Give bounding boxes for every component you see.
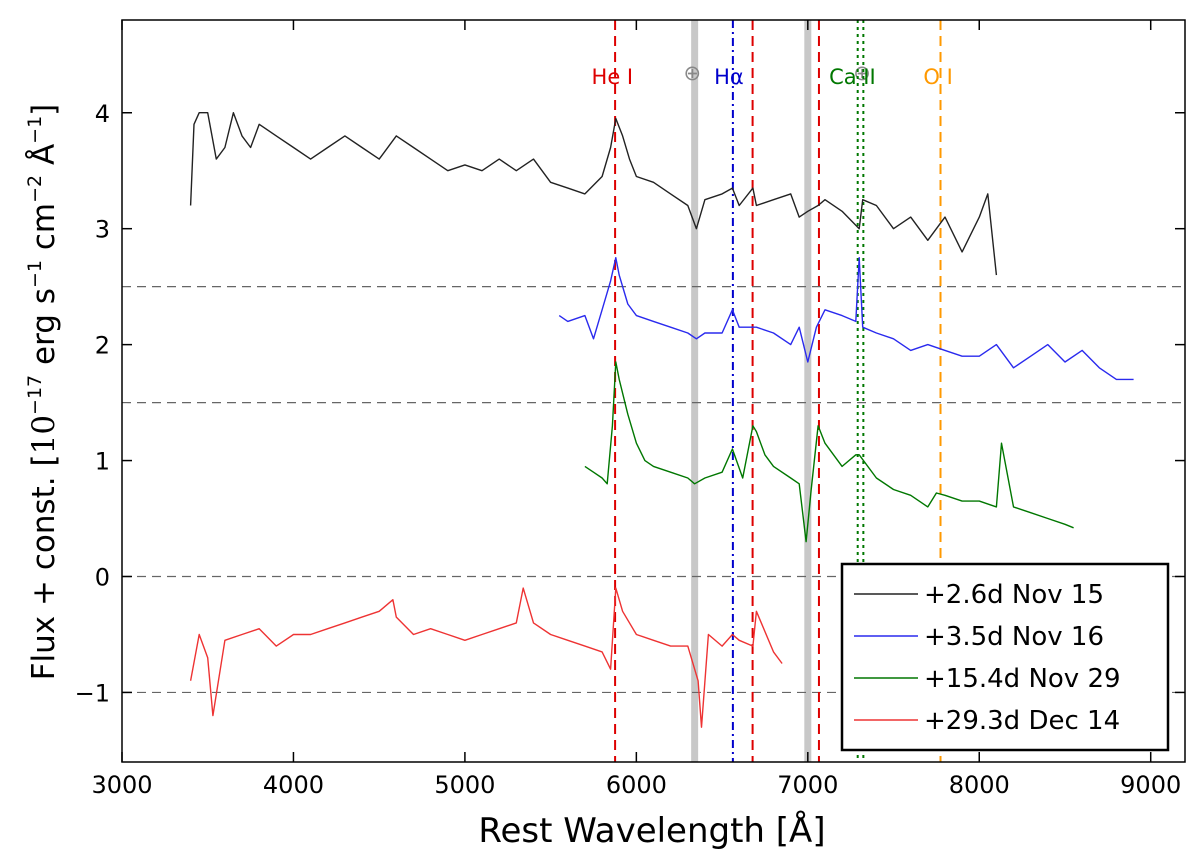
y-tick-label-4: 3 (95, 216, 110, 244)
x-tick-label-0: 3000 (91, 771, 152, 799)
telluric-bands: ⊕ ⊕ (684, 20, 871, 762)
y-tick-label-3: 2 (95, 332, 110, 360)
telluric-band-1 (804, 20, 812, 762)
x-tick-label-4: 7000 (777, 771, 838, 799)
series-line-1 (558, 257, 1134, 381)
line-marker-label-3: O I (923, 65, 952, 89)
x-tick-label-3: 6000 (606, 771, 667, 799)
x-axis-label: Rest Wavelength [Å] (478, 810, 825, 851)
x-tick-label-2: 5000 (434, 771, 495, 799)
y-tick-label-2: 1 (95, 448, 110, 476)
y-tick-label-1: 0 (95, 564, 110, 592)
series-line-2 (584, 361, 1074, 543)
series-lines (189, 112, 1134, 728)
x-tick-label-1: 4000 (263, 771, 324, 799)
line-markers: He I Hα Ca II O I (592, 20, 953, 762)
legend-label-0: +2.6d Nov 15 (924, 580, 1104, 610)
plot-frame (121, 19, 1186, 763)
y-axis-label: Flux + const. [10−17 erg s−1 cm−2 Å−1] (24, 104, 62, 681)
x-tick-label-6: 9000 (1120, 771, 1181, 799)
y-tick-label-5: 4 (95, 100, 110, 128)
axis-ticks: 3000 4000 5000 6000 7000 8000 9000 −1 0 1 2 3 4 (75, 20, 1185, 799)
legend-label-1: +3.5d Nov 16 (924, 622, 1104, 652)
legend-label-2: +15.4d Nov 29 (924, 664, 1121, 694)
line-marker-label-1: Hα (714, 65, 744, 89)
telluric-symbol-0: ⊕ (684, 61, 702, 85)
series-line-0 (189, 112, 998, 276)
line-marker-label-0: He I (592, 65, 634, 89)
line-marker-label-2: Ca II (829, 65, 876, 89)
telluric-band-0 (691, 20, 699, 762)
y-tick-label-0: −1 (75, 679, 110, 707)
legend: +2.6d Nov 15 +3.5d Nov 16 +15.4d Nov 29 +29… (840, 562, 1170, 752)
x-tick-label-5: 8000 (949, 771, 1010, 799)
legend-label-3: +29.3d Dec 14 (924, 706, 1120, 736)
series-line-3 (189, 587, 783, 728)
legend-box (840, 562, 1170, 752)
